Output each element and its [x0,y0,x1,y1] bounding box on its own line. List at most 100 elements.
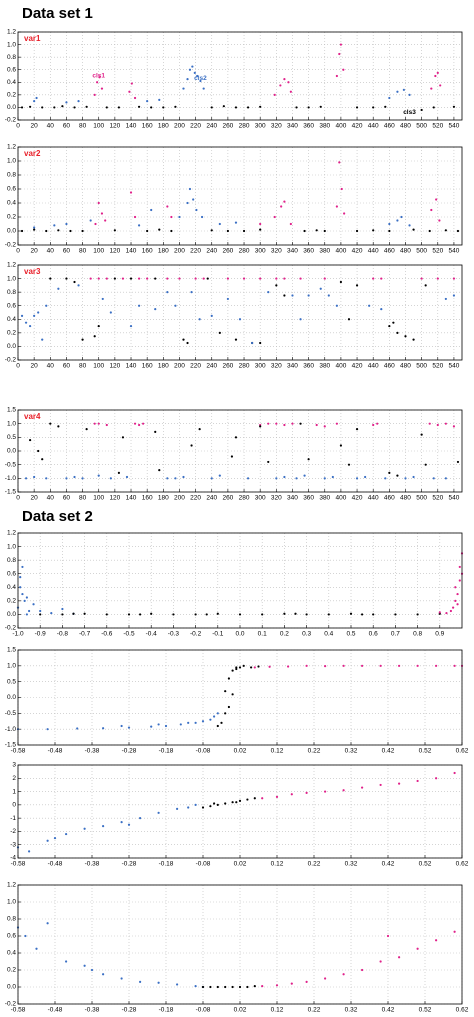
x-tick-label: -0.9 [35,631,47,638]
point [323,229,326,233]
point [109,311,112,314]
point [24,477,28,480]
y-tick-label: 1.0 [7,158,16,165]
x-tick-label: -0.48 [48,748,63,755]
x-tick-label: -0.4 [146,631,158,638]
x-tick-label: -0.1 [212,631,224,638]
point [194,277,197,280]
y-tick-label: 0.0 [7,694,16,701]
point [137,304,141,307]
y-tick-label: -0.2 [5,625,17,632]
point [93,335,96,338]
point [113,229,116,232]
point [454,599,457,602]
x-tick-label: -0.48 [48,1007,63,1014]
point [83,964,86,967]
point [179,723,182,726]
x-tick-label: -0.18 [159,861,174,868]
point [436,277,439,280]
point [166,477,169,480]
x-tick-label: 200 [174,363,185,370]
point [193,71,196,74]
point [191,65,194,68]
y-tick-label: 0.0 [7,984,16,991]
y-tick-label: -4 [10,855,16,862]
point [65,477,68,480]
point [172,613,175,616]
point [227,705,230,709]
point [315,423,318,427]
point [283,475,286,479]
x-tick-label: 0.42 [382,1007,395,1014]
y-tick-label: 1.0 [7,41,16,48]
x-tick-label: -0.08 [196,861,211,868]
x-tick-label: 380 [319,123,330,130]
point [339,280,343,284]
x-tick-label: 540 [448,495,459,502]
x-tick-label: 60 [63,363,71,370]
x-tick-label: 280 [239,363,250,370]
x-tick-label: 440 [368,248,379,255]
y-tick-label: 0.6 [7,933,16,940]
x-tick-label: -0.18 [159,748,174,755]
point [283,200,286,203]
y-tick-label: 2 [12,775,16,782]
point [216,712,219,715]
point [408,224,411,227]
point [335,74,338,78]
point [449,609,452,613]
point [458,579,461,582]
x-tick-label: 460 [384,363,395,370]
point [97,277,100,280]
point [29,438,32,442]
point [453,664,456,667]
point [146,229,149,233]
point [77,100,80,103]
point [267,291,270,294]
point [231,669,234,672]
point [372,423,375,427]
point [444,229,447,232]
point [261,985,264,988]
point [335,304,338,307]
point [164,724,168,728]
point [194,985,197,988]
y-tick-label: -3 [10,841,16,848]
point [340,187,343,191]
x-tick-label: 340 [287,495,298,502]
point [102,973,105,976]
point [435,939,438,942]
point [24,934,27,938]
point [33,475,36,479]
x-tick-label: 540 [448,123,459,130]
y-tick-label: 0.6 [7,570,16,577]
x-tick-label: 260 [222,363,233,370]
x-tick-label: -0.8 [57,631,69,638]
y-tick-label: 0.2 [7,598,16,605]
point [402,88,405,91]
point [176,807,179,810]
x-tick-label: 300 [255,495,266,502]
point [305,980,308,984]
point [347,463,351,466]
point [361,786,364,789]
point [380,308,383,311]
point [139,613,142,616]
point [65,222,68,226]
x-tick-label: 0.02 [234,861,247,868]
x-tick-label: 400 [335,495,346,502]
point [275,422,278,425]
point [35,96,38,100]
point [388,222,391,226]
point [242,664,245,667]
point [25,596,28,599]
point [218,474,221,477]
x-tick-label: -0.08 [196,1007,211,1014]
point [65,832,68,836]
x-tick-label: 220 [190,123,201,130]
x-tick-label: 300 [255,248,266,255]
point [231,801,234,804]
point [396,219,399,222]
point [444,297,447,301]
